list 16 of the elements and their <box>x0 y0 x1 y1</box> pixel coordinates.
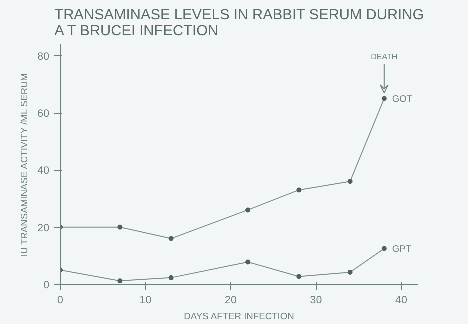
x-tick-label: 20 <box>225 294 237 306</box>
y-tick-label: 40 <box>38 165 50 178</box>
chart-title: TRANSAMINASE LEVELS IN RABBIT SERUM DURING A T BRUCEI INFECTION <box>54 8 424 40</box>
y-axis-title: IU TRANSAMINASE ACTIVITY /ML SERUM <box>20 73 30 257</box>
series-label: GOT <box>392 94 413 104</box>
annotation: DEATH <box>371 52 398 62</box>
y-tick-label: 60 <box>38 108 50 120</box>
y-tick-label: 20 <box>38 222 50 234</box>
x-axis-title: DAYS AFTER INFECTION <box>184 312 294 322</box>
x-tick-label: 10 <box>140 294 152 306</box>
x-tick-label: 40 <box>396 294 408 306</box>
y-tick-label: 0 <box>44 280 50 292</box>
series-label: GPT <box>392 244 412 254</box>
x-tick-label: 0 <box>58 294 64 306</box>
y-tick-label: 80 <box>38 50 50 63</box>
x-tick-label: 30 <box>310 294 322 306</box>
